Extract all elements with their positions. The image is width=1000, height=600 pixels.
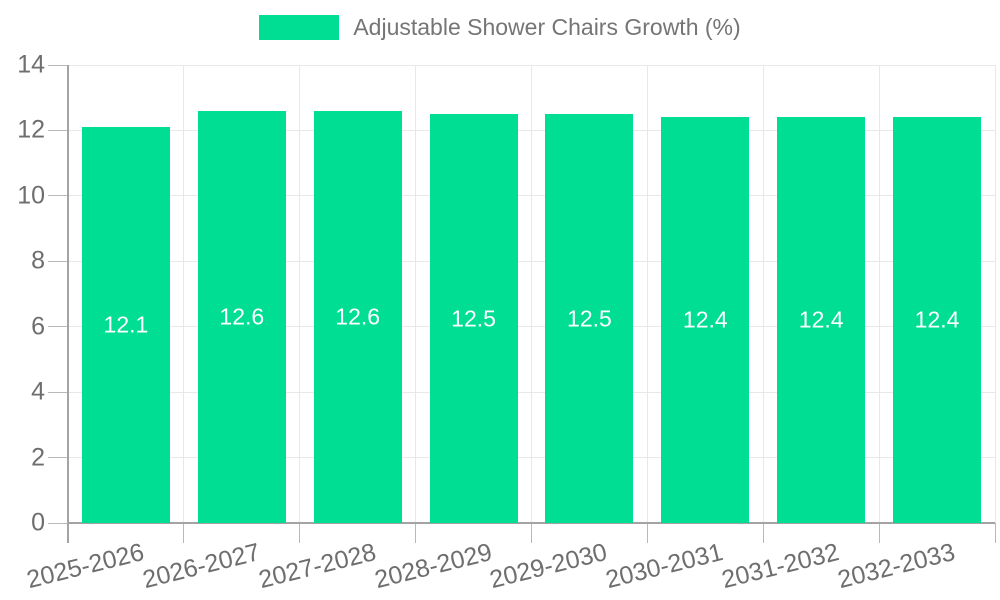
x-axis-tick	[183, 523, 185, 543]
y-axis-tick	[48, 326, 68, 328]
y-axis-label: 0	[31, 508, 45, 537]
x-axis-tick	[415, 523, 417, 543]
y-axis-tick	[48, 522, 68, 524]
y-axis-tick	[48, 195, 68, 197]
y-axis-label: 14	[17, 50, 45, 79]
y-axis-label: 6	[31, 312, 45, 341]
x-axis-label: 2031-2032	[719, 538, 842, 595]
gridline-vertical	[762, 65, 764, 523]
y-axis-label: 4	[31, 377, 45, 406]
bar-value-label: 12.1	[103, 311, 149, 338]
y-axis-tick	[48, 457, 68, 459]
x-axis-label: 2026-2027	[139, 538, 263, 595]
bar-value-label: 12.4	[914, 306, 960, 333]
x-axis-tick	[762, 523, 764, 543]
gridline-vertical	[646, 65, 648, 523]
x-axis-label: 2032-2033	[835, 538, 958, 595]
bar-2025-2026[interactable]: 12.1	[81, 127, 170, 523]
bar-2030-2031[interactable]: 12.4	[661, 117, 750, 523]
x-axis-label: 2027-2028	[255, 538, 379, 595]
legend-swatch	[259, 15, 340, 40]
gridline-vertical	[531, 65, 532, 523]
x-axis-tick	[878, 523, 880, 543]
x-axis-line	[68, 522, 995, 524]
legend[interactable]: Adjustable Shower Chairs Growth (%)	[0, 14, 1000, 41]
bar-value-label: 12.4	[798, 306, 844, 333]
gridline-vertical	[994, 65, 996, 523]
bar-2031-2032[interactable]: 12.4	[777, 117, 866, 523]
y-axis-tick	[48, 129, 68, 131]
gridline-vertical	[415, 65, 417, 523]
y-axis-label: 8	[31, 246, 45, 275]
gridline-vertical	[183, 65, 185, 523]
x-axis-tick	[994, 523, 996, 543]
bar-value-label: 12.4	[682, 306, 728, 333]
y-axis-tick	[48, 64, 68, 66]
y-axis-label: 12	[17, 115, 45, 144]
y-axis-line	[67, 65, 69, 543]
gridline-vertical	[299, 65, 301, 523]
x-axis-label: 2030-2031	[603, 538, 727, 595]
bar-value-label: 12.6	[219, 303, 265, 330]
bar-value-label: 12.5	[451, 305, 496, 332]
x-axis-tick	[531, 523, 532, 543]
bar-2028-2029[interactable]: 12.5	[429, 114, 518, 523]
bar-value-label: 12.5	[567, 305, 612, 332]
bar-2029-2030[interactable]: 12.5	[545, 114, 634, 523]
bar-2027-2028[interactable]: 12.6	[313, 110, 402, 523]
bar-value-label: 12.6	[335, 303, 381, 330]
gridline-vertical	[878, 65, 880, 523]
y-axis-label: 10	[17, 181, 45, 210]
y-axis-tick	[48, 260, 68, 262]
x-axis-tick	[299, 523, 301, 543]
y-axis-tick	[48, 391, 68, 393]
y-axis-label: 2	[31, 443, 45, 472]
x-axis-label: 2028-2029	[371, 538, 495, 595]
legend-label: Adjustable Shower Chairs Growth (%)	[353, 14, 741, 40]
x-axis-label: 2025-2026	[23, 538, 147, 595]
x-axis-label: 2029-2030	[487, 538, 611, 595]
bar-2026-2027[interactable]: 12.6	[197, 110, 286, 523]
bar-2032-2033[interactable]: 12.4	[893, 117, 982, 523]
x-axis-tick	[646, 523, 648, 543]
